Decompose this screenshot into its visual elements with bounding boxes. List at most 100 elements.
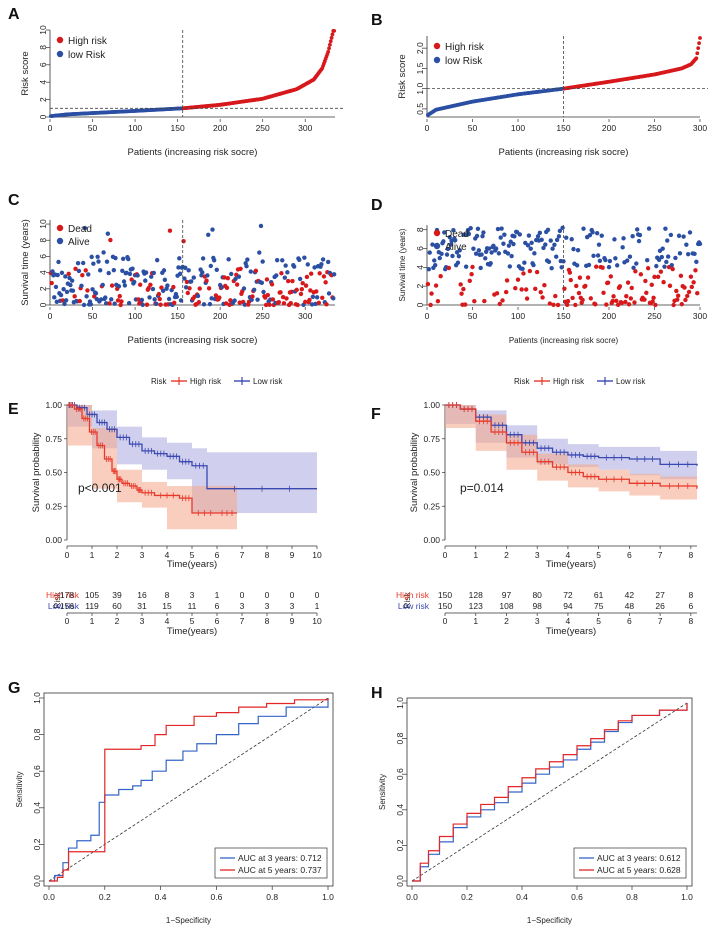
alive-point: [596, 242, 602, 247]
dead-point: [298, 291, 304, 297]
dead-point: [295, 302, 300, 308]
y-tick-label: 0.00: [423, 535, 440, 545]
y-tick-label: 2: [38, 286, 48, 291]
alive-point: [258, 223, 264, 229]
y-axis-title: Survival time (years): [398, 228, 407, 301]
alive-point: [160, 288, 166, 294]
dead-point: [515, 277, 521, 282]
dead-point: [608, 274, 614, 279]
x-tick-label: 150: [171, 311, 185, 321]
alive-point: [283, 263, 288, 268]
alive-point: [106, 270, 111, 276]
risk-table-x-title: Time(years): [167, 626, 217, 637]
x-tick-label: 100: [511, 311, 525, 321]
risk-table-x-title: Time(years): [546, 626, 596, 637]
reference-diagonal: [411, 702, 688, 882]
y-axis-title: Survival probability: [31, 432, 42, 512]
dead-point: [267, 302, 272, 307]
alive-point: [75, 261, 81, 266]
alive-point: [442, 230, 447, 235]
alive-point: [98, 297, 104, 302]
y-tick-label: 0.0: [395, 875, 405, 887]
dead-point: [632, 300, 637, 305]
risk-count-low: 26: [655, 601, 665, 611]
legend-alive-marker: [56, 237, 64, 245]
risk-count-low: 108: [499, 601, 513, 611]
high-risk-point: [327, 42, 332, 47]
dead-point: [523, 287, 529, 292]
alive-point: [177, 256, 182, 261]
alive-point: [206, 232, 211, 237]
y-tick-label: 1.00: [45, 400, 62, 410]
alive-point: [104, 259, 110, 264]
x-tick-label: 300: [298, 311, 312, 321]
alive-point: [165, 283, 170, 288]
y-tick-label: 4: [415, 265, 425, 270]
alive-point: [430, 242, 435, 247]
alive-point: [260, 259, 265, 264]
alive-point: [120, 268, 125, 273]
alive-point: [183, 265, 188, 271]
dead-point: [281, 301, 287, 306]
low-risk-ci-band: [67, 405, 317, 513]
y-tick-label: 2: [415, 284, 425, 289]
alive-point: [195, 293, 201, 299]
x-tick-label: 0.6: [210, 892, 222, 902]
dead-point: [316, 300, 322, 306]
x-tick-label: 0: [48, 123, 53, 133]
y-tick-label: 1.0: [395, 697, 405, 709]
dead-point: [470, 264, 475, 270]
alive-point: [506, 243, 512, 248]
alive-point: [95, 254, 100, 259]
alive-point: [441, 239, 446, 244]
alive-point: [685, 251, 691, 257]
alive-point: [426, 267, 432, 272]
high-risk-ci-band: [67, 405, 237, 530]
alive-point: [645, 257, 650, 263]
dead-point: [585, 275, 591, 280]
legend-high-marker: [56, 36, 64, 44]
risk-count-high: 27: [655, 590, 665, 600]
alive-point: [456, 253, 462, 259]
y-tick-label: 0: [38, 302, 48, 307]
x-tick-label: 1.0: [322, 892, 334, 902]
alive-point: [595, 253, 601, 258]
dead-point: [538, 289, 543, 295]
alive-point: [280, 258, 285, 263]
risk-count-low: 11: [188, 601, 197, 611]
dead-point: [633, 269, 638, 274]
x-tick-label: 0: [443, 550, 448, 560]
risk-count-high: 16: [137, 590, 147, 600]
x-tick-label: 1: [90, 550, 95, 560]
alive-point: [200, 270, 205, 275]
risk-count-low: 60: [112, 601, 122, 611]
dead-point: [289, 289, 294, 295]
alive-point: [613, 256, 618, 261]
dead-point: [458, 282, 463, 287]
dead-point: [626, 302, 632, 307]
dead-point: [674, 288, 679, 294]
alive-point: [550, 246, 555, 251]
alive-point: [177, 271, 183, 276]
risk-count-low: 94: [563, 601, 573, 611]
alive-point: [226, 257, 231, 262]
alive-point: [70, 288, 76, 293]
axis-frame: [426, 36, 700, 118]
dead-point: [533, 286, 538, 292]
dead-point: [308, 271, 314, 276]
y-axis-title: Risk score: [20, 51, 31, 95]
alive-point: [182, 276, 187, 281]
dead-point: [642, 297, 647, 302]
alive-point: [478, 265, 483, 271]
dead-point: [594, 264, 599, 269]
risk-count-low: 6: [215, 601, 220, 611]
alive-point: [505, 251, 511, 256]
alive-point: [625, 258, 630, 263]
alive-point: [681, 234, 686, 239]
alive-point: [127, 271, 133, 277]
alive-point: [82, 225, 88, 231]
alive-point: [132, 279, 137, 285]
alive-point: [660, 246, 665, 251]
alive-point: [68, 282, 73, 288]
